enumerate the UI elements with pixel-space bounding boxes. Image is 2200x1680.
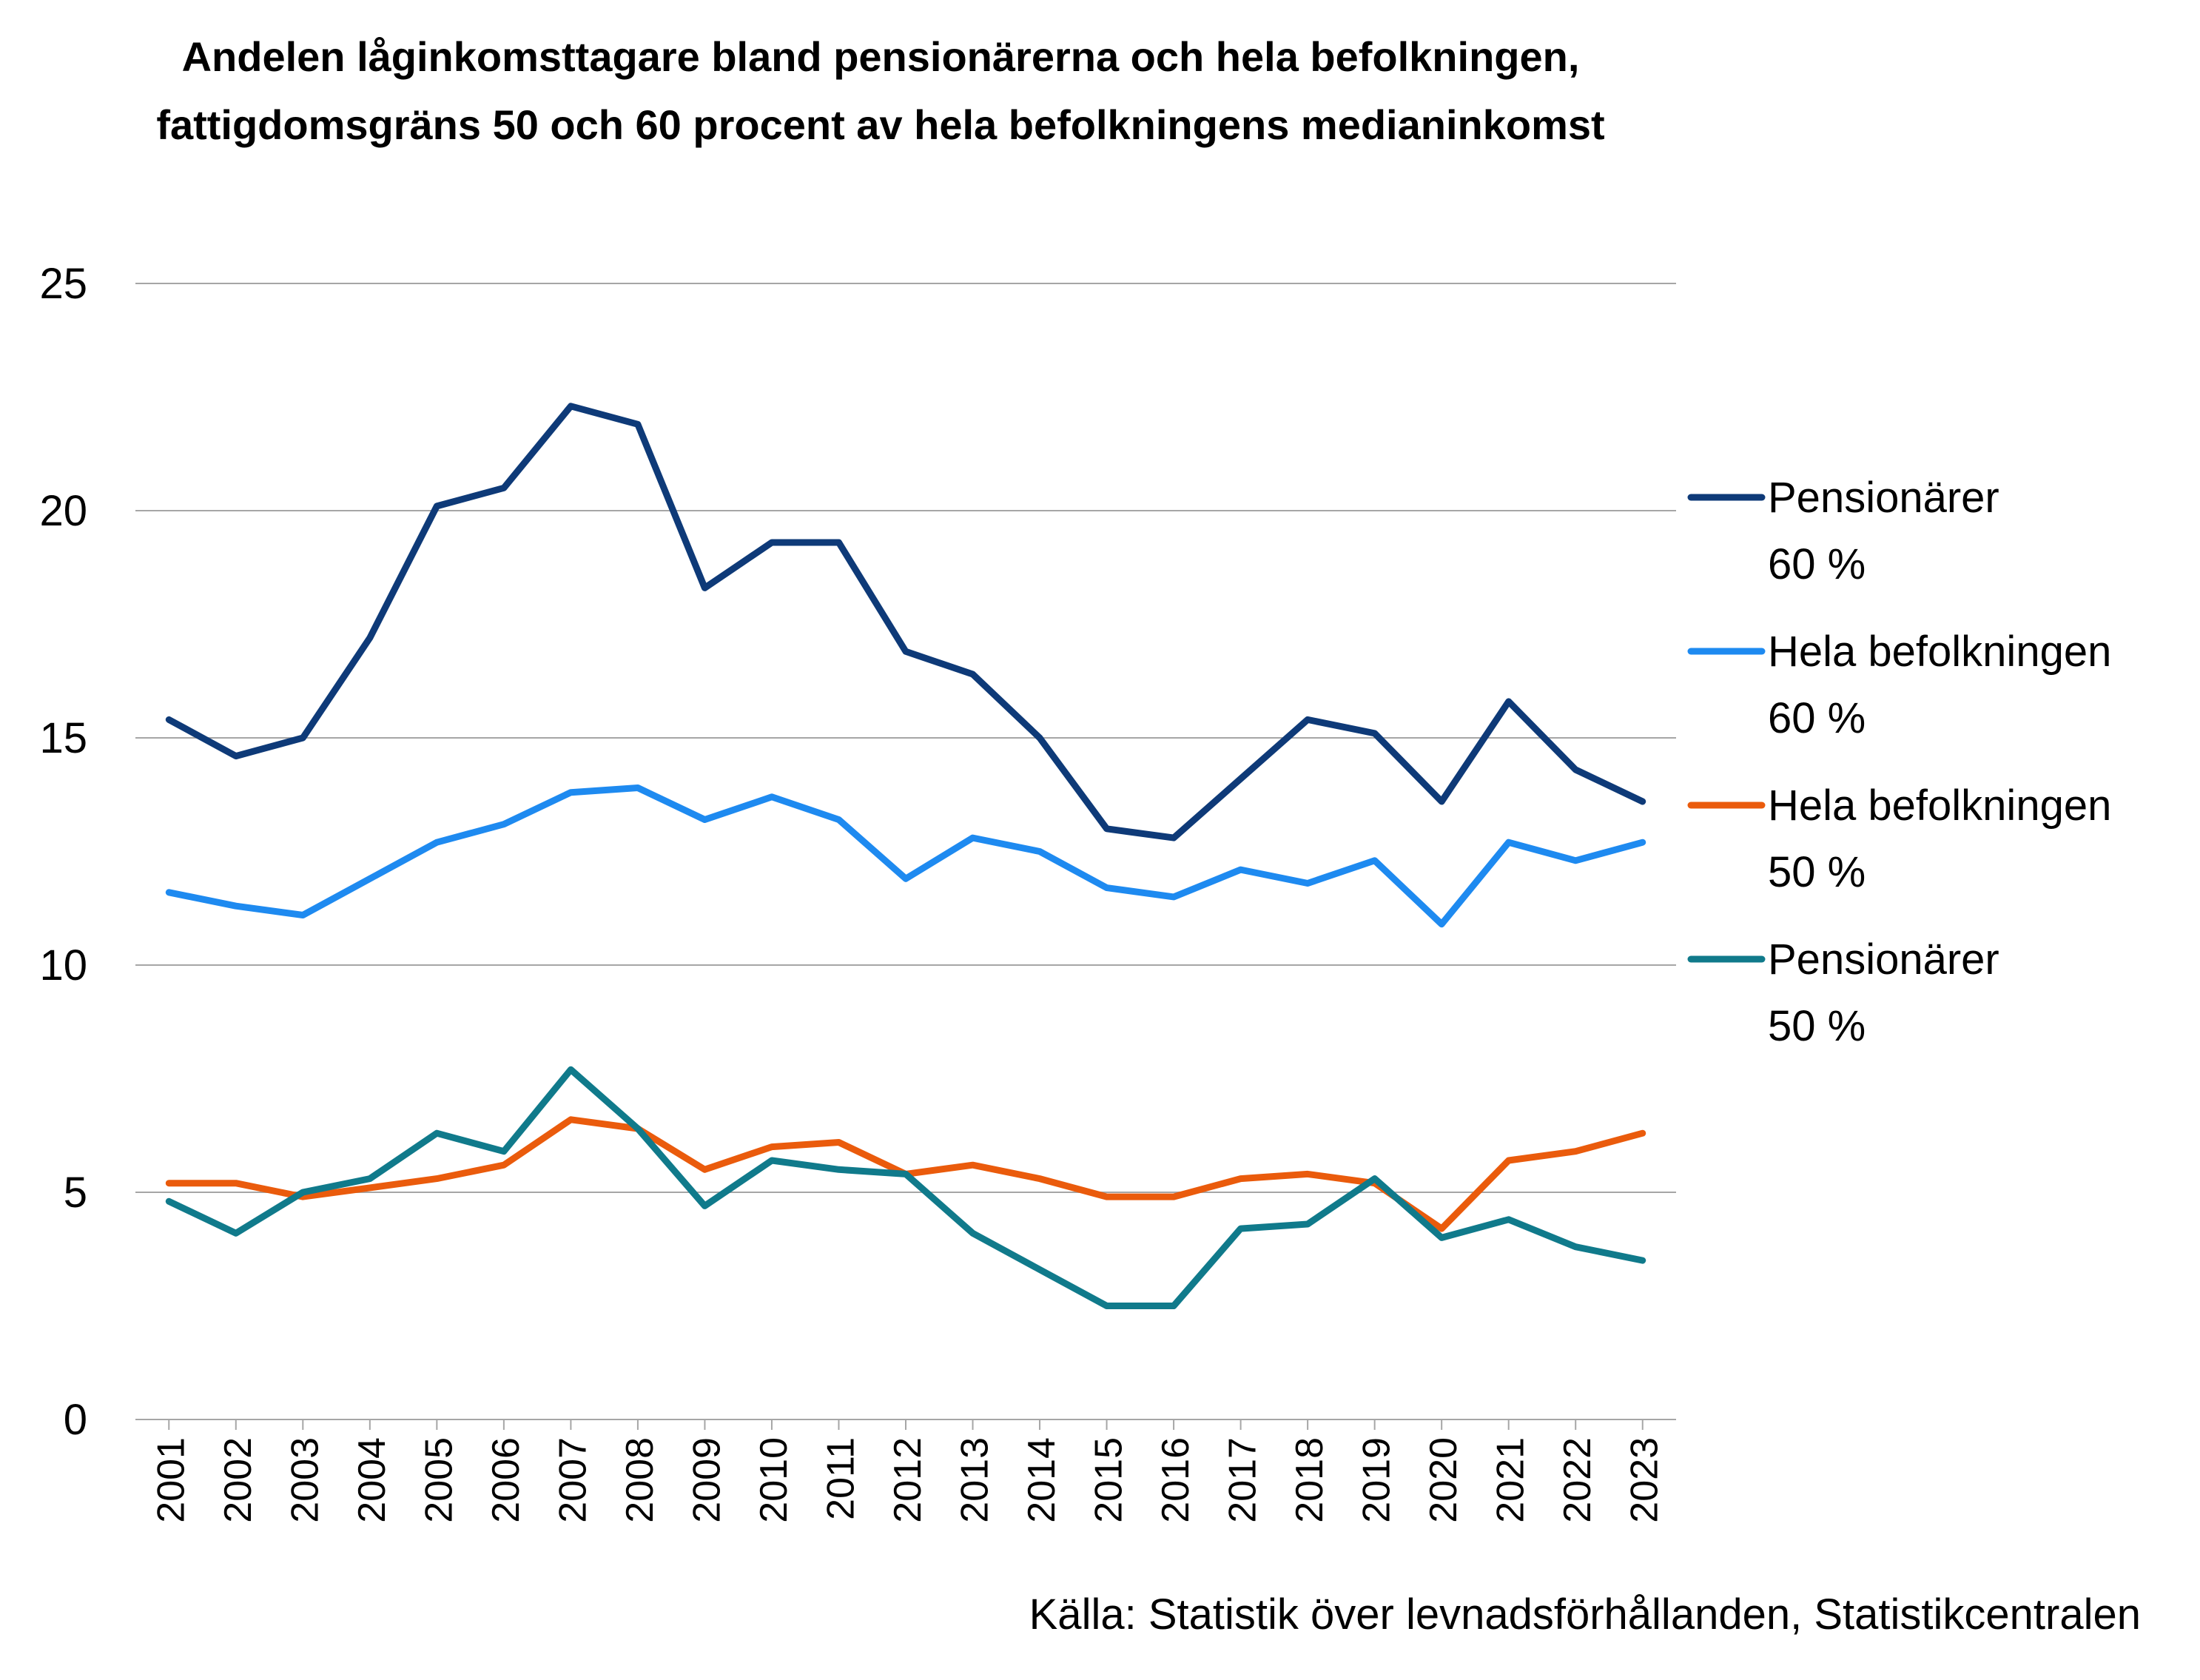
x-tick-label: 2011 <box>819 1437 862 1520</box>
x-tick-label: 2014 <box>1020 1437 1063 1523</box>
legend-label: Hela befolkningen <box>1768 628 2111 676</box>
y-tick-label: 15 <box>39 714 87 762</box>
x-tick-label: 2002 <box>217 1437 260 1523</box>
x-tick-label: 2006 <box>485 1437 528 1523</box>
y-tick-label: 0 <box>64 1396 87 1444</box>
x-tick-label: 2015 <box>1088 1437 1131 1523</box>
x-tick-label: 2010 <box>753 1437 795 1523</box>
x-axis-ticks: 2001 2002 2003 2004 2005 2006 2007 2008 2009 2010… <box>149 1419 1666 1523</box>
x-tick-label: 2019 <box>1356 1437 1399 1523</box>
y-tick-label: 10 <box>39 941 87 989</box>
series-line-1 <box>165 784 1646 928</box>
legend-label: Pensionärer <box>1768 474 1999 522</box>
x-tick-label: 2021 <box>1490 1437 1533 1523</box>
y-tick-label: 20 <box>39 487 87 535</box>
x-tick-label: 2022 <box>1556 1437 1599 1523</box>
x-tick-label: 2005 <box>417 1437 460 1523</box>
x-tick-label: 2017 <box>1222 1437 1265 1523</box>
x-tick-label: 2018 <box>1288 1437 1331 1523</box>
source-note: Källa: Statistik över levnadsförhållande… <box>1029 1590 2141 1639</box>
x-tick-label: 2003 <box>283 1437 326 1523</box>
x-tick-label: 2001 <box>149 1437 192 1523</box>
legend-label: 50 % <box>1768 848 1866 896</box>
legend-label: 60 % <box>1768 540 1866 588</box>
series-line-3 <box>165 1066 1646 1309</box>
series-line-0 <box>165 403 1646 841</box>
series-lines <box>165 403 1646 1309</box>
y-axis-ticks: 0 5 10 15 20 25 <box>39 260 87 1444</box>
legend-label: 60 % <box>1768 694 1866 742</box>
x-tick-label: 2012 <box>887 1437 929 1523</box>
legend-label: Pensionärer <box>1768 935 1999 984</box>
x-tick-label: 2013 <box>954 1437 997 1523</box>
x-tick-label: 2004 <box>351 1437 394 1523</box>
x-tick-label: 2008 <box>619 1437 662 1523</box>
y-tick-label: 25 <box>39 260 87 308</box>
x-tick-label: 2020 <box>1422 1437 1465 1523</box>
legend-label: 50 % <box>1768 1002 1866 1050</box>
x-tick-label: 2009 <box>685 1437 728 1523</box>
legend-label: Hela befolkningen <box>1768 782 2111 830</box>
y-tick-label: 5 <box>64 1169 87 1217</box>
legend: Pensionärer 60 % Hela befolkningen 60 % Hela… <box>1687 474 2111 1050</box>
chart-title: Andelen låginkomsttagare bland pensionär… <box>181 33 1580 80</box>
x-tick-label: 2007 <box>551 1437 594 1523</box>
gridlines <box>135 283 1676 1420</box>
chart-subtitle: fattigdomsgräns 50 och 60 procent av hel… <box>156 101 1605 148</box>
x-tick-label: 2023 <box>1624 1437 1666 1523</box>
x-tick-label: 2016 <box>1154 1437 1197 1523</box>
